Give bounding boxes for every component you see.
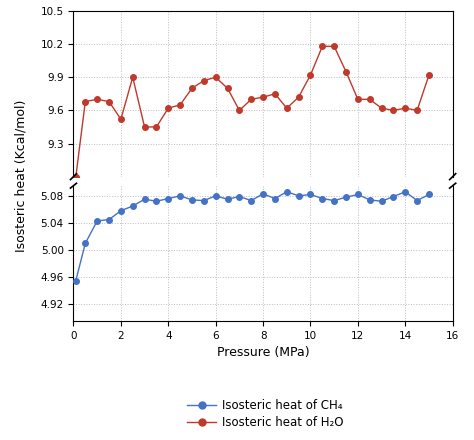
Legend: Isosteric heat of CH₄, Isosteric heat of H₂O: Isosteric heat of CH₄, Isosteric heat of…: [182, 394, 348, 434]
Text: Isosteric heat (Kcal/mol): Isosteric heat (Kcal/mol): [14, 100, 27, 252]
X-axis label: Pressure (MPa): Pressure (MPa): [217, 346, 310, 359]
